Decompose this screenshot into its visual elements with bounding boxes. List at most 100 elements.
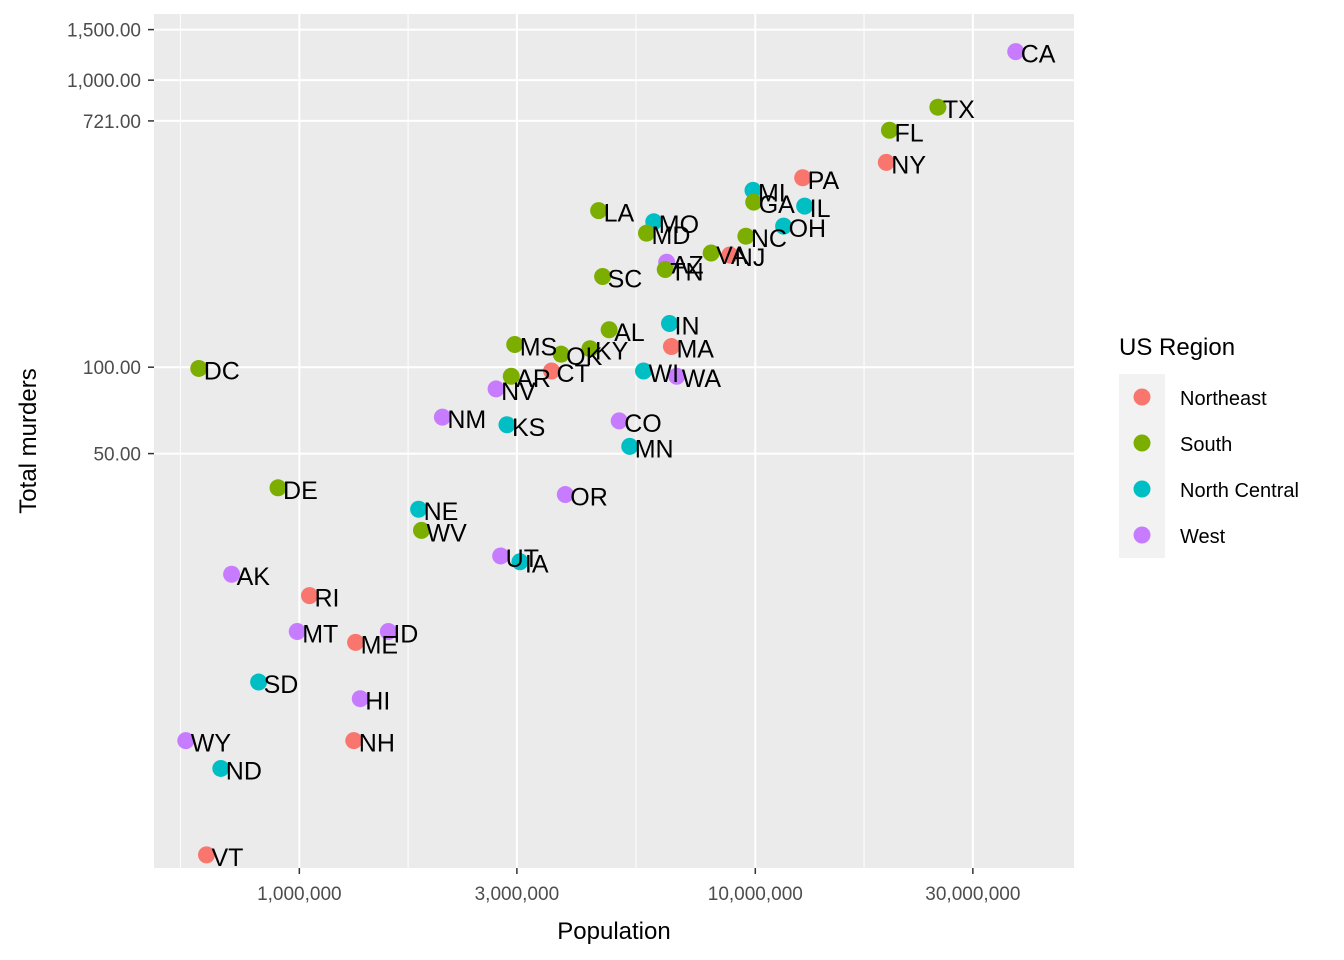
data-point-ct	[543, 362, 561, 380]
data-point-or	[556, 486, 574, 504]
data-point-ok	[552, 345, 570, 363]
data-point-ri	[300, 587, 318, 605]
point-label-or: OR	[570, 484, 608, 512]
y-axis-title: Total murders	[15, 368, 42, 513]
point-label-ca: CA	[1021, 41, 1056, 69]
legend-key-north-central	[1133, 480, 1151, 498]
data-point-ms	[506, 335, 524, 353]
point-label-ga: GA	[759, 191, 795, 219]
data-point-wv	[412, 521, 430, 539]
point-label-ia: IA	[525, 551, 549, 579]
major-gridlines	[154, 14, 1074, 868]
data-point-dc	[190, 359, 208, 377]
data-point-wa	[668, 367, 686, 385]
legend-label-northeast: Northeast	[1180, 388, 1267, 410]
point-label-la: LA	[604, 200, 635, 228]
point-label-wv: WV	[426, 519, 467, 547]
data-point-in	[661, 314, 679, 332]
plot-panel	[154, 14, 1074, 868]
point-label-wa: WA	[682, 365, 722, 393]
data-point-sd	[250, 673, 268, 691]
data-point-al	[600, 321, 618, 339]
point-label-il: IL	[810, 195, 831, 223]
point-label-id: ID	[393, 621, 418, 649]
data-point-ak	[223, 565, 241, 583]
point-label-hi: HI	[365, 688, 390, 716]
data-point-ia	[511, 553, 529, 571]
data-point-pa	[794, 169, 812, 187]
point-label-dc: DC	[204, 357, 240, 385]
point-label-mn: MN	[635, 435, 674, 463]
point-label-ne: NE	[424, 498, 459, 526]
point-label-ut: UT	[506, 545, 539, 573]
x-tick-label: 30,000,000	[925, 884, 1020, 905]
data-point-nv	[487, 380, 505, 398]
data-point-mn	[621, 437, 639, 455]
axis-ticks	[148, 28, 974, 874]
data-point-vt	[198, 846, 216, 864]
data-point-co	[610, 412, 628, 430]
point-label-ok: OK	[566, 343, 602, 371]
x-axis-title: Population	[557, 918, 670, 945]
point-label-wy: WY	[191, 730, 232, 758]
point-label-nj: NJ	[735, 244, 766, 272]
y-tick-label: 50.00	[93, 445, 141, 466]
point-label-me: ME	[361, 631, 399, 659]
point-label-co: CO	[624, 410, 662, 438]
data-point-nm	[433, 408, 451, 426]
legend-key-west	[1133, 526, 1151, 544]
data-point-ks	[498, 416, 516, 434]
point-label-ks: KS	[512, 414, 545, 442]
legend-label-south: South	[1180, 434, 1232, 456]
point-label-nm: NM	[447, 406, 486, 434]
data-point-la	[590, 202, 608, 220]
legend: US Region Northeast South North Central Wes…	[1119, 334, 1299, 558]
point-label-pa: PA	[808, 167, 840, 195]
point-label-ar: AR	[516, 365, 551, 393]
point-label-al: AL	[614, 319, 645, 347]
point-label-ms: MS	[520, 333, 558, 361]
point-label-tn: TN	[670, 258, 703, 286]
legend-key-south	[1133, 434, 1151, 452]
y-tick-label: 100.00	[83, 358, 141, 379]
point-label-mi: MI	[758, 179, 786, 207]
legend-label-west: West	[1180, 526, 1226, 548]
data-point-wy	[177, 732, 195, 750]
data-point-ky	[581, 340, 599, 358]
data-point-id	[379, 623, 397, 641]
legend-title: US Region	[1119, 334, 1235, 361]
y-tick-labels: 50.00 100.00 721.00 1,000.00 1,500.00	[67, 21, 141, 466]
data-point-tx	[929, 98, 947, 116]
data-point-ny	[877, 153, 895, 171]
data-point-ut	[492, 547, 510, 565]
point-label-nv: NV	[501, 378, 536, 406]
legend-key-northeast	[1133, 388, 1151, 406]
data-point-sc	[594, 267, 612, 285]
point-label-in: IN	[675, 312, 700, 340]
point-label-ak: AK	[237, 563, 271, 591]
data-point-oh	[775, 217, 793, 235]
point-label-de: DE	[283, 477, 318, 505]
data-point-fl	[880, 121, 898, 139]
data-point-nh	[345, 732, 363, 750]
point-label-ri: RI	[314, 585, 339, 613]
data-point-va	[702, 244, 720, 262]
legend-entries: Northeast South North Central West	[1119, 374, 1299, 558]
data-point-wi	[635, 362, 653, 380]
data-point-ne	[410, 500, 428, 518]
data-points	[177, 43, 1025, 864]
data-point-ca	[1007, 43, 1025, 61]
legend-label-north-central: North Central	[1180, 480, 1299, 502]
data-point-nj	[721, 246, 739, 264]
point-label-sd: SD	[264, 671, 299, 699]
x-tick-labels: 1,000,000 3,000,000 10,000,000 30,000,000	[257, 884, 1020, 905]
point-label-oh: OH	[789, 215, 827, 243]
point-label-fl: FL	[894, 119, 923, 147]
data-point-il	[796, 197, 814, 215]
point-label-nc: NC	[751, 225, 787, 253]
y-tick-label: 1,500.00	[67, 21, 141, 42]
point-label-mt: MT	[302, 621, 338, 649]
point-label-wi: WI	[649, 360, 680, 388]
